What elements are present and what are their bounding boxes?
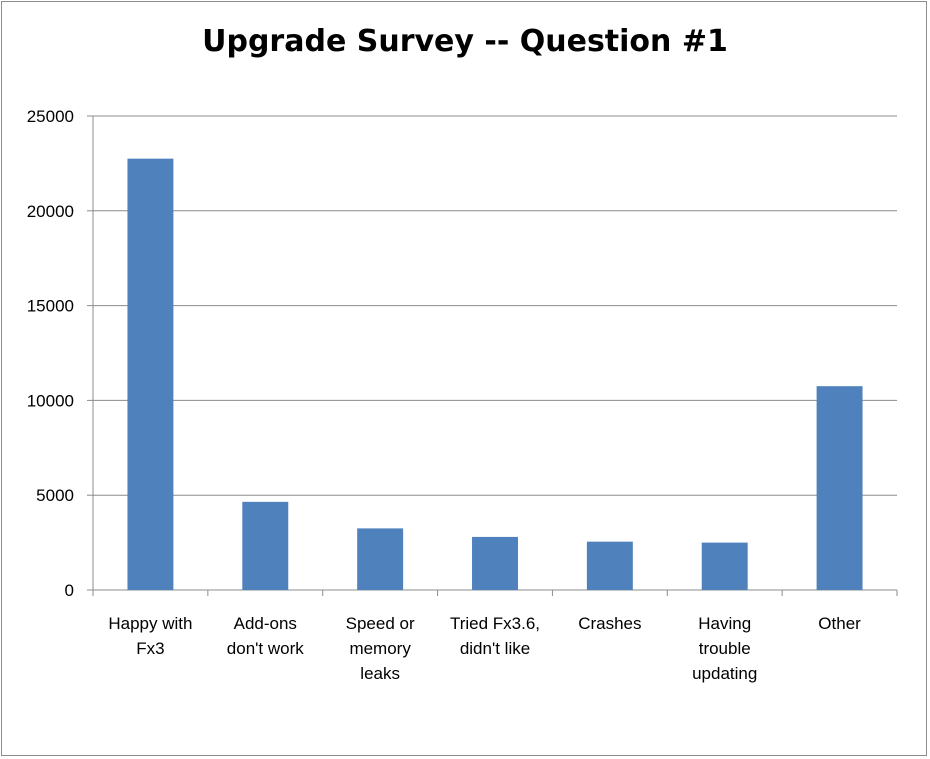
category-label: Speed or memory leaks [346, 614, 415, 683]
category-label: Happy with Fx3 [108, 614, 192, 658]
y-tick-label: 25000 [27, 107, 74, 126]
bar [816, 386, 863, 590]
bar [472, 536, 518, 590]
bar [242, 501, 289, 590]
category-label: Crashes [578, 614, 641, 633]
bar [701, 542, 748, 590]
category-label: Having trouble updating [692, 614, 757, 683]
chart-title: Upgrade Survey -- Question #1 [202, 24, 728, 59]
y-tick-label: 20000 [27, 202, 74, 221]
bar [357, 528, 404, 590]
category-label: Other [818, 614, 861, 633]
category-label: Add-ons don't work [227, 614, 304, 658]
bar [586, 541, 633, 590]
category-label: Tried Fx3.6, didn't like [450, 614, 540, 658]
y-tick-label: 15000 [27, 297, 74, 316]
y-tick-label: 0 [65, 581, 74, 600]
bar [127, 158, 174, 590]
y-tick-label: 5000 [36, 486, 74, 505]
y-tick-label: 10000 [27, 391, 74, 410]
